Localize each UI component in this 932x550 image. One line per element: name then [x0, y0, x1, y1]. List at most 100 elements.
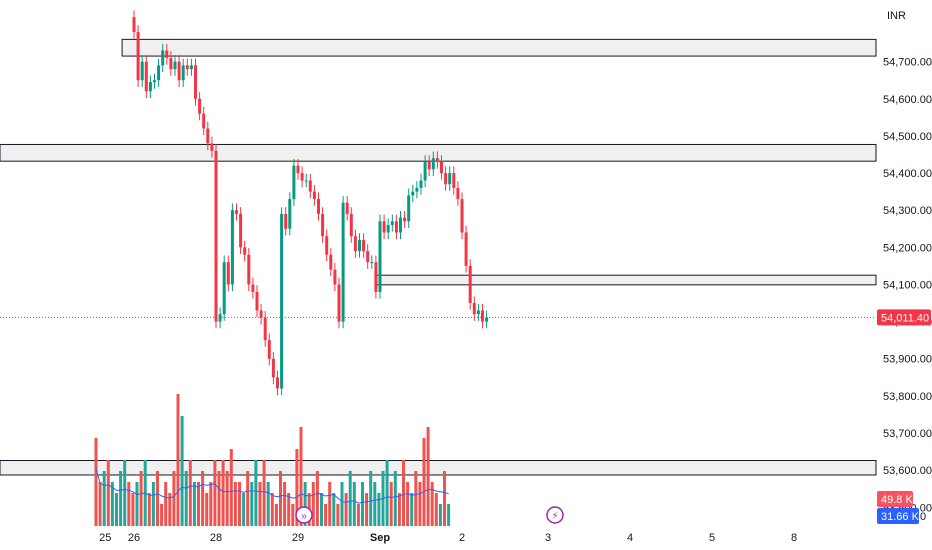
- volume-bar: [447, 504, 451, 526]
- volume-bar: [340, 482, 344, 526]
- volume-bar: [356, 504, 360, 526]
- volume-bar: [393, 471, 397, 526]
- price-tick-label: 54,700.00: [883, 57, 932, 69]
- volume-bar: [361, 482, 364, 526]
- volume-bar: [410, 493, 414, 526]
- volume-bar: [180, 416, 184, 526]
- time-tick-label: 29: [292, 532, 304, 544]
- volume-bar: [406, 482, 410, 526]
- candle-body: [325, 236, 329, 255]
- zone-box: [0, 459, 877, 476]
- volume-bar: [123, 460, 127, 526]
- volume-bar: [205, 493, 209, 526]
- volume-bar: [156, 471, 159, 526]
- candle-body: [263, 317, 267, 341]
- candles-layer: [132, 10, 489, 396]
- candle-body: [394, 221, 398, 233]
- time-tick-label: 5: [709, 532, 715, 544]
- candle-body: [251, 284, 255, 292]
- price-axis[interactable]: 54,700.00 54,600.00 54,500.00 54,400.00 54,3…: [883, 57, 932, 515]
- volume-bar: [188, 460, 192, 526]
- volume-layer: [94, 394, 451, 526]
- candle-body: [374, 262, 378, 292]
- volume-bar: [127, 482, 131, 526]
- candle-body: [185, 65, 189, 70]
- candle-body: [148, 82, 152, 92]
- volume-bar: [377, 493, 381, 526]
- volume-bar: [369, 471, 373, 526]
- volume-bar: [115, 493, 118, 526]
- candle-body: [140, 61, 144, 81]
- price-tick-label: 54,100.00: [883, 279, 932, 291]
- volume-bar: [209, 482, 213, 526]
- volume-average-badge-bg: [877, 508, 919, 524]
- volume-bar: [324, 504, 328, 526]
- candle-body: [177, 61, 181, 81]
- time-tick-label: 25: [99, 532, 111, 544]
- candle-body: [169, 57, 173, 70]
- volume-average-badge: 31.66 K: [881, 511, 920, 523]
- volume-bar: [266, 482, 270, 526]
- candle-body: [321, 213, 325, 237]
- candle-body: [415, 187, 419, 192]
- volume-bar: [287, 493, 291, 526]
- volume-bar: [225, 471, 229, 526]
- volume-bar: [238, 482, 241, 526]
- volume-bar: [422, 438, 426, 526]
- price-tick-label: 53,800.00: [883, 391, 932, 403]
- candle-body: [267, 340, 271, 359]
- candle-body: [173, 61, 177, 70]
- candle-body: [481, 310, 484, 322]
- candle-body: [271, 358, 275, 378]
- volume-current-badge: 49.8 K: [881, 494, 913, 506]
- candle-body: [345, 202, 349, 214]
- candle-body: [337, 284, 341, 322]
- volume-bar: [135, 482, 139, 526]
- volume-bar: [402, 460, 405, 526]
- candle-body: [136, 31, 140, 81]
- volume-bar: [389, 482, 393, 526]
- candle-body: [419, 180, 423, 188]
- event-markers[interactable]: » ⚡: [295, 506, 564, 524]
- candle-body: [276, 377, 279, 389]
- volume-bar: [106, 460, 110, 526]
- candle-body: [341, 202, 345, 322]
- volume-bar: [192, 482, 196, 526]
- candle-body: [247, 254, 251, 285]
- volume-bar: [151, 482, 155, 526]
- candle-body: [485, 317, 489, 322]
- candle-body: [280, 213, 284, 389]
- volume-bar: [274, 504, 278, 526]
- lightning-marker[interactable]: ⚡: [546, 506, 564, 524]
- candle-body: [456, 187, 460, 200]
- volume-bar: [328, 482, 332, 526]
- candle-body: [226, 262, 230, 285]
- time-tick-label: Sep: [370, 532, 390, 544]
- volume-bar: [98, 482, 102, 526]
- volume-bar: [397, 493, 401, 526]
- volume-bar: [373, 482, 377, 526]
- time-tick-label: 26: [128, 532, 140, 544]
- volume-bar: [295, 449, 299, 526]
- candle-body: [349, 213, 353, 237]
- candle-body: [423, 161, 427, 181]
- zones-layer: [0, 38, 877, 476]
- time-axis[interactable]: 25 26 28 29 Sep 2 3 4 5 8: [99, 532, 797, 544]
- volume-bar: [201, 471, 205, 526]
- candle-body: [132, 17, 136, 32]
- price-tick-label: 54,600.00: [883, 94, 932, 106]
- candle-body: [243, 247, 247, 255]
- volume-current-badge-bg: [877, 491, 913, 507]
- volume-bar: [213, 460, 217, 526]
- fast-forward-marker[interactable]: »: [295, 506, 313, 524]
- time-tick-label: 3: [545, 532, 551, 544]
- volume-bar: [246, 471, 250, 526]
- candle-body: [382, 221, 386, 233]
- volume-bar: [332, 493, 336, 526]
- candle-body: [210, 143, 214, 151]
- volume-bar: [365, 493, 369, 526]
- candle-body: [161, 50, 165, 66]
- zone-box: [121, 38, 877, 57]
- volume-bar: [102, 471, 106, 526]
